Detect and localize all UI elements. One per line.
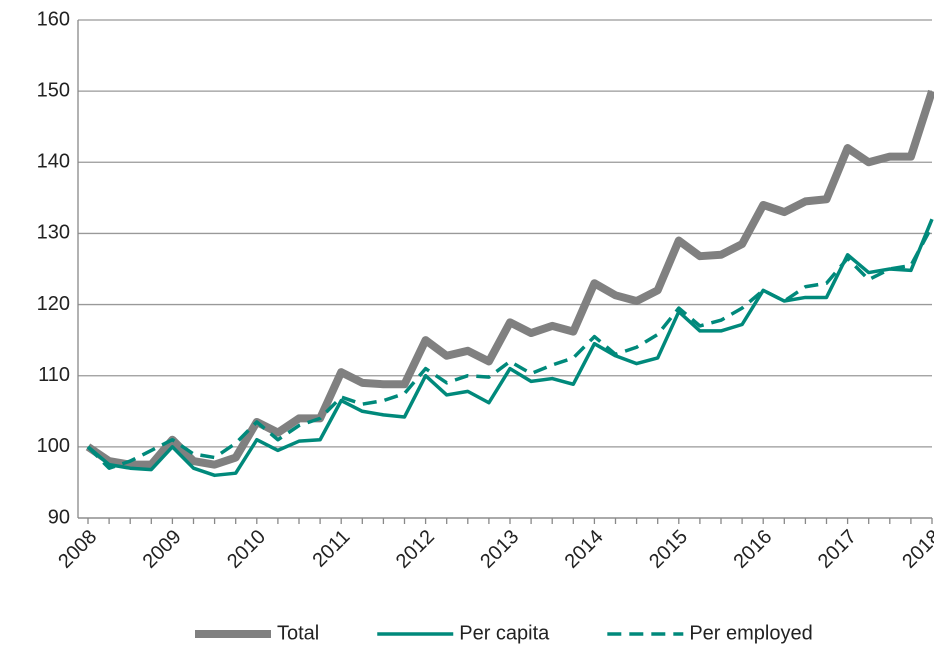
y-tick-label: 110	[38, 364, 70, 386]
x-tick-label: 2014	[561, 526, 608, 573]
series-line	[86, 225, 934, 470]
y-tick-label: 100	[37, 435, 70, 457]
series-line	[86, 218, 934, 478]
y-tick-label: 160	[37, 8, 70, 30]
legend-item: Per capita	[377, 622, 550, 644]
x-tick-label: 2012	[392, 526, 439, 573]
legend-label: Per employed	[689, 622, 812, 644]
x-tick-label: 2009	[139, 526, 186, 573]
x-tick-label: 2011	[308, 526, 354, 572]
series-line	[85, 89, 934, 469]
x-tick-label: 2016	[729, 526, 776, 573]
x-tick-label: 2008	[54, 526, 101, 573]
legend-label: Total	[277, 622, 319, 644]
x-tick-label: 2015	[645, 526, 692, 573]
x-tick-label: 2010	[223, 526, 270, 573]
y-tick-label: 90	[48, 506, 70, 528]
y-tick-label: 120	[37, 293, 70, 315]
legend-item: Total	[195, 622, 319, 644]
legend-item: Per employed	[607, 622, 813, 644]
x-tick-label: 2017	[814, 526, 861, 573]
x-tick-label: 2018	[898, 526, 934, 573]
y-tick-label: 130	[37, 222, 70, 244]
x-tick-label: 2013	[476, 526, 523, 573]
y-tick-label: 150	[37, 79, 70, 101]
y-tick-label: 140	[37, 151, 70, 173]
legend-label: Per capita	[459, 622, 550, 644]
